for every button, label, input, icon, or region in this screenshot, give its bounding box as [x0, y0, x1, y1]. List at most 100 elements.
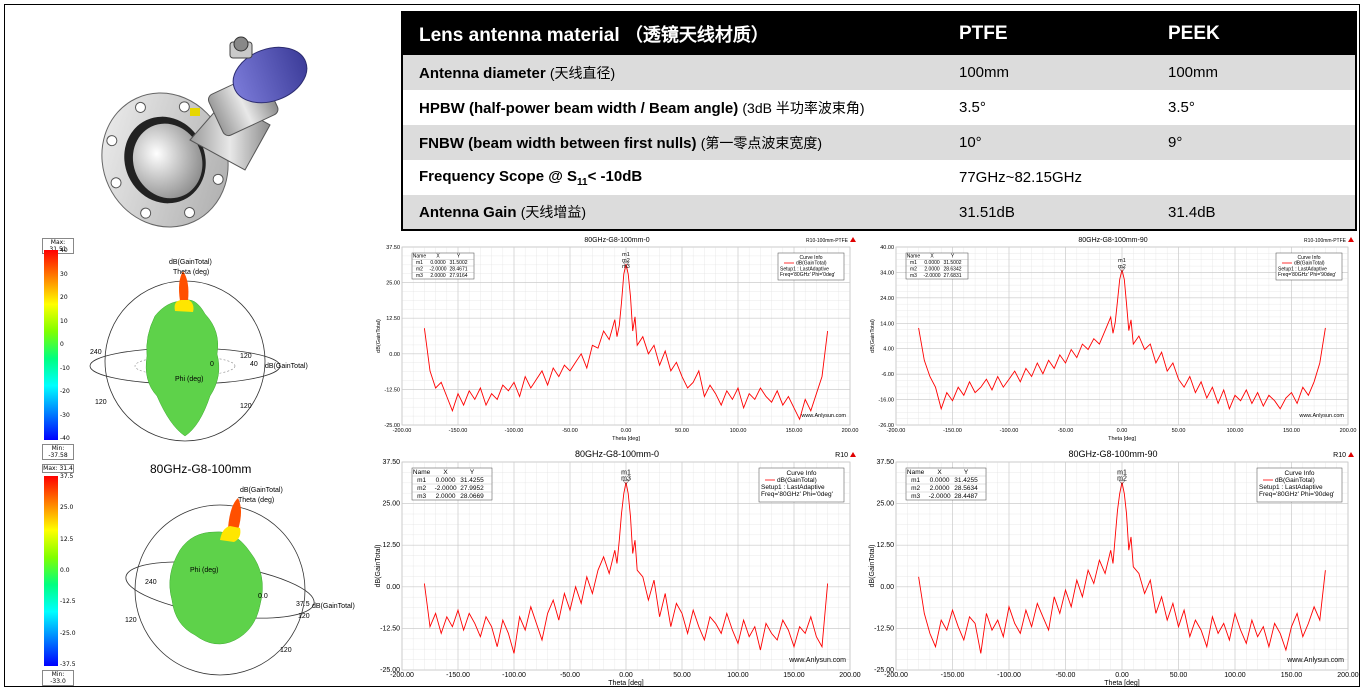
marker-header: X	[937, 469, 942, 476]
marker-cell: 2.0000	[436, 493, 456, 500]
y-tick-label: -16.00	[878, 398, 894, 404]
peek-value: 3.5°	[1168, 99, 1195, 116]
scale-tick-label: -30	[60, 411, 70, 419]
chart-tag: R10	[835, 452, 848, 459]
chart-tag: R10-100mm-PTFE	[806, 238, 849, 244]
marker-triangle-icon	[1348, 452, 1354, 457]
marker-label: m2	[1118, 264, 1126, 270]
x-tick-label: 0.00	[619, 672, 633, 679]
spec-row-hpbw: HPBW (half-power beam width / Beam angle…	[403, 90, 1355, 125]
marker-label: m1	[621, 469, 631, 476]
peak-marker-icon	[622, 480, 630, 485]
marker-header: Y	[470, 469, 475, 476]
polar-3d-pattern: dB(GainTotal) Theta (deg) Phi (deg) dB(G…	[125, 487, 355, 676]
phi-axis-label: Phi (deg)	[175, 376, 203, 383]
x-tick-label: 150.00	[786, 428, 803, 434]
x-tick-label: 200.00	[842, 428, 859, 434]
peek-value: 9°	[1168, 134, 1183, 151]
y-axis-label: dB(GainTotal)	[869, 545, 876, 588]
marker-cell: m1	[911, 477, 920, 484]
scale-tick-label: 37.5	[60, 473, 74, 480]
marker-cell: m3	[416, 273, 423, 279]
chart-title: 80GHz-G8-100mm-0	[575, 449, 659, 459]
spec-header-row: Lens antenna material （透镜天线材质） PTFE PEEK	[403, 13, 1355, 55]
marker-cell: m2	[911, 485, 920, 492]
marker-cell: -2.0000	[924, 273, 941, 279]
marker-cell: 28.4487	[954, 493, 978, 500]
scale-max-label: Max: 31.4	[42, 464, 74, 473]
marker-label: m3	[622, 264, 630, 270]
y-tick-label: 24.00	[880, 296, 894, 302]
marker-cell: m1	[910, 260, 917, 266]
pattern-lobe-base	[174, 300, 194, 312]
x-tick-label: -150.00	[449, 428, 468, 434]
y-tick-label: -25.00	[874, 667, 894, 674]
x-tick-label: -100.00	[502, 672, 526, 679]
curve-info-series: dB(GainTotal)	[777, 477, 817, 484]
marker-table: Name X Ym1 0.0000 31.5002 m2 2.0000 28.6342 m3 -2…	[905, 252, 969, 280]
scale-tick-label: -10	[60, 364, 70, 372]
x-tick-label: 100.00	[727, 672, 749, 679]
scale-tick-label: -37.5	[60, 661, 76, 668]
marker-triangle-icon	[850, 452, 856, 457]
chart-tag: R10-100mm-PTFE	[1304, 238, 1347, 244]
row-cn-label: (3dB 半功率波束角)	[742, 99, 865, 116]
chart-title: 80GHz-G8-100mm-0	[584, 237, 649, 244]
marker-cell: -2.0000	[435, 485, 457, 492]
curve-info-title: Curve Info	[1297, 255, 1320, 261]
curve-info-setup: Setup1 : LastAdaptive	[761, 484, 825, 491]
row-label: HPBW (half-power beam width / Beam angle…	[419, 99, 739, 117]
scale-tick-label: -12.5	[60, 598, 76, 606]
marker-cell: m3	[910, 273, 917, 279]
row-cn-label: (天线增益)	[520, 204, 587, 220]
x-axis-label: Theta [deg]	[608, 680, 643, 687]
marker-table: Name X Ym1 0.0000 31.5002 m2 -2.0000 28.4671 m3 2…	[411, 252, 475, 280]
marker-label: m1	[622, 252, 630, 258]
marker-header: X	[930, 254, 934, 260]
theta-axis-label: Theta (deg)	[173, 269, 209, 276]
x-tick-label: 200.00	[1340, 428, 1357, 434]
scale-tick-label: 25.0	[60, 504, 74, 512]
scale-labels: 37.5 25.0 12.5 0.0 -12.5 -25.0 -37.5	[60, 473, 80, 668]
x-tick-label: 100.00	[1227, 428, 1244, 434]
y-axis-label: dB(GainTotal)	[375, 545, 382, 588]
spec-row-diameter: Antenna diameter (天线直径) 100mm 100mm	[403, 55, 1355, 90]
marker-cell: m2	[910, 267, 917, 273]
y-tick-label: 0.00	[386, 584, 400, 591]
color-scale-bar	[44, 476, 58, 666]
row-cn-label: (天线直径)	[549, 64, 616, 81]
x-tick-label: 200.00	[839, 672, 861, 679]
marker-header: Y	[951, 254, 955, 260]
x-tick-label: 0.00	[1115, 672, 1129, 679]
curve-info-series: dB(GainTotal)	[796, 261, 827, 267]
x-tick-label: -50.00	[562, 428, 578, 434]
marker-cell: m3	[911, 493, 920, 500]
row-label: Antenna diameter	[419, 64, 546, 82]
scale-tick-label: 0.0	[60, 567, 70, 574]
x-tick-label: 100.00	[730, 428, 747, 434]
curve-info-frame	[777, 252, 845, 281]
y-tick-label: -6.00	[881, 372, 894, 378]
row-cn-label: (第一零点波束宽度)	[700, 134, 823, 151]
tick-label: 120	[125, 617, 137, 624]
curve-info-freq: Freq='80GHz' Phi='0deg'	[780, 272, 835, 278]
marker-cell: 28.5634	[954, 485, 978, 492]
marker-cell: m2	[416, 267, 423, 273]
marker-cell: m2	[417, 485, 426, 492]
x-tick-label: -100.00	[1000, 428, 1019, 434]
ptfe-value: 100mm	[959, 64, 1010, 81]
y-tick-label: -25.00	[384, 423, 400, 429]
x-tick-label: -150.00	[941, 672, 965, 679]
marker-label: m1	[1118, 258, 1126, 264]
polar-plot-1: Max: 31.51 40 30 20 10 0 -10 -20 -30 -40 Min: -3…	[30, 236, 360, 460]
x-tick-label: 100.00	[1224, 672, 1246, 679]
chart-title: 80GHz-G8-100mm-90	[1068, 449, 1157, 459]
ptfe-value: 10°	[959, 134, 982, 151]
scale-tick-label: 10	[60, 317, 68, 325]
y-tick-label: -12.50	[874, 625, 894, 632]
marker-cell: 27.9952	[460, 485, 484, 492]
peak-marker-icon	[622, 261, 630, 267]
marker-header: Name	[907, 469, 925, 476]
marker-header: Y	[964, 469, 969, 476]
